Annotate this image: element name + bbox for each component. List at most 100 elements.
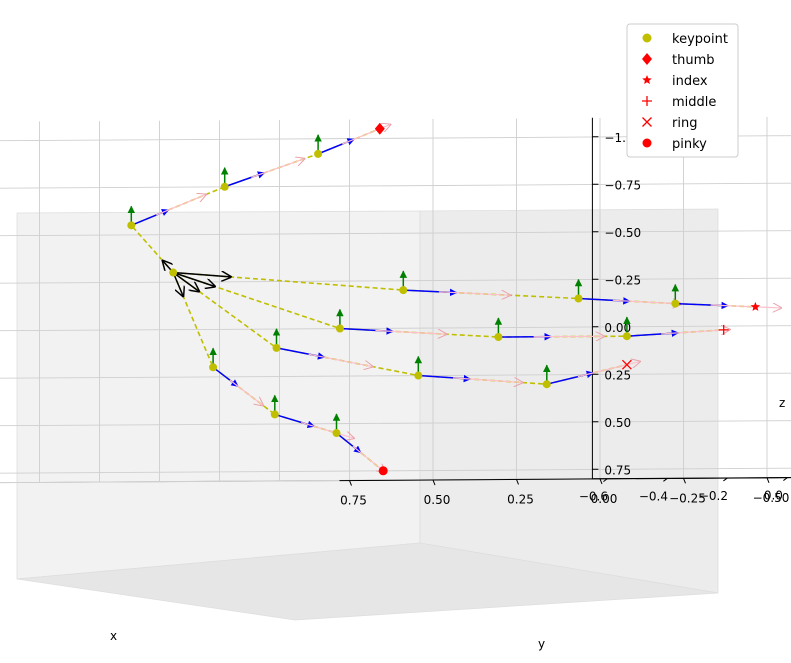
legend-entry-keypoint: keypoint (642, 32, 728, 47)
grid-line-z-left (0, 280, 340, 284)
grid-line-z-right (339, 182, 791, 187)
tip-marker-pinky (378, 466, 388, 476)
grid-line-z-right (339, 230, 791, 235)
z-tick-label: 0.25 (604, 368, 631, 382)
grid-line-z-right (339, 467, 791, 472)
axis-panes (16, 208, 719, 621)
y-tick-label: −0.25 (669, 491, 706, 505)
keypoint-middle (622, 332, 631, 341)
x-tick-label: −0.2 (699, 489, 728, 503)
bone-ring (172, 271, 277, 349)
keypoint-index (671, 299, 680, 308)
keypoint-wrist (169, 268, 178, 277)
arrow-z-index (612, 300, 682, 304)
x-axis-label: x (110, 629, 117, 643)
keypoint-thumb (127, 221, 136, 230)
grid-line-z-left (0, 185, 340, 189)
legend-label-thumb: thumb (672, 53, 715, 68)
legend-swatch-thumb (642, 53, 652, 65)
y-tick-label: 0.00 (591, 492, 618, 506)
arrow-z-ring (453, 378, 523, 383)
grid-line-z-left (0, 233, 340, 237)
grid-line-z-right (339, 372, 791, 377)
legend-frame (626, 23, 739, 158)
grid-line-z-right (339, 277, 791, 282)
keypoints (127, 122, 761, 476)
y-tick-label: 0.75 (340, 494, 367, 508)
arrow-primary-middle (172, 271, 215, 287)
arrow-z-thumb (251, 159, 304, 178)
tip-marker-middle (718, 324, 729, 335)
keypoint-ring (414, 371, 423, 380)
z-tick-label: −0.25 (604, 273, 641, 287)
arrow-primary-index (173, 273, 231, 277)
bone-index (403, 289, 579, 300)
legend-entry-ring: ring (642, 116, 697, 131)
keypoint-index (574, 294, 583, 303)
x-tick-label: −0.6 (579, 490, 608, 504)
y-tick-mark (766, 477, 770, 484)
keypoint-middle (335, 324, 344, 333)
grid-line-z-left (0, 470, 340, 474)
arrow-z-thumb (155, 194, 206, 216)
x-tick-mark (603, 478, 608, 483)
arrow-primary-ring (172, 271, 199, 292)
bone-middle (172, 271, 341, 330)
x-tick-mark (663, 477, 668, 482)
tip-marker-index (750, 301, 761, 311)
keypoint-pinky (270, 410, 279, 419)
arrow-z-middle (375, 330, 446, 334)
arrow-z-pinky (229, 379, 263, 405)
legend-swatch-index (642, 75, 652, 84)
keypoint-index (399, 286, 408, 295)
legend-entry-thumb: thumb (642, 53, 715, 68)
legend-swatch-keypoint (642, 33, 652, 43)
y-tick-mark (349, 480, 352, 486)
y-tick-label: −0.50 (753, 491, 790, 505)
arrow-z-index (438, 292, 510, 295)
tick-labels: −0.6−0.4−0.20.00.20.40.750.500.250.00−0.… (340, 131, 790, 508)
arrow-z-middle (661, 329, 730, 333)
y-tick-label: 0.50 (424, 493, 451, 507)
legend-swatch-ring (642, 117, 652, 127)
legend-entry-middle: middle (642, 95, 716, 110)
arrow-primary-pinky (172, 272, 183, 297)
keypoint-thumb (220, 182, 229, 191)
x-tick-label: 0.0 (764, 489, 783, 503)
legend-label-keypoint: keypoint (672, 32, 728, 47)
legend-label-index: index (672, 74, 708, 89)
z-tick-label: −0.75 (604, 178, 641, 192)
arrow-z-ring (308, 353, 373, 366)
legend-label-pinky: pinky (672, 137, 707, 152)
tip-marker-thumb (374, 122, 385, 135)
y-tick-mark (683, 478, 686, 484)
z-tick-label: 0.50 (604, 416, 631, 430)
x-tick-mark (783, 477, 788, 481)
keypoint-ring (542, 380, 551, 389)
grid-line-z-right (339, 420, 791, 425)
legend-swatch-pinky (642, 138, 652, 148)
y-tick-mark (599, 478, 603, 485)
legend-swatch-middle (642, 96, 652, 106)
keypoint-pinky (209, 363, 218, 372)
z-tick-label: 0.00 (604, 321, 631, 335)
arrow-z-pinky (301, 421, 354, 438)
y-axis-line (339, 477, 791, 482)
keypoint-thumb (314, 149, 323, 158)
legend-entry-index: index (642, 74, 708, 89)
keypoint-middle (494, 333, 503, 342)
arrow-z-index (710, 305, 782, 308)
floor-pane (16, 542, 719, 621)
keypoint-ring (272, 343, 281, 352)
x-tick-label: −0.4 (639, 489, 668, 503)
legend-label-middle: middle (672, 95, 716, 110)
z-tick-label: 0.75 (604, 463, 631, 477)
back-right-pane (419, 208, 719, 594)
legend-entry-pinky: pinky (642, 137, 707, 152)
grid-line-z-left (0, 375, 340, 379)
axis-lines (339, 117, 791, 482)
y-tick-mark (432, 479, 436, 486)
y-tick-mark (516, 479, 519, 485)
back-left-pane (16, 210, 421, 580)
